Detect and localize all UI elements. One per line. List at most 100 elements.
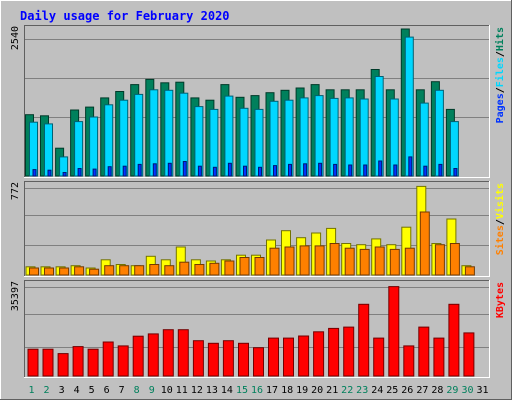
legend-panel-1: Pages/Files/Hits xyxy=(494,27,506,123)
bar-sites-day-15 xyxy=(239,257,250,276)
bar-kbytes-day-12 xyxy=(192,340,204,377)
x-axis-day-label: 6 xyxy=(104,385,110,396)
legend-panel-3: KBytes xyxy=(495,282,506,318)
legend-separator: / xyxy=(495,87,506,93)
x-axis-day-label: 21 xyxy=(326,385,338,396)
bar-kbytes-day-10 xyxy=(162,329,174,377)
x-axis-day-label: 13 xyxy=(206,385,218,396)
bar-sites-day-4 xyxy=(74,266,85,276)
chart-title: Daily usage for February 2020 xyxy=(20,9,230,23)
bar-sites-day-14 xyxy=(224,260,235,276)
bar-files-day-25 xyxy=(389,98,399,177)
bar-kbytes-day-11 xyxy=(177,329,189,377)
bar-kbytes-day-2 xyxy=(42,348,54,377)
bar-files-day-29 xyxy=(449,121,459,177)
bar-pages-day-11 xyxy=(182,161,187,177)
bar-files-day-12 xyxy=(194,106,204,177)
x-axis-day-label: 26 xyxy=(401,385,413,396)
bar-pages-day-19 xyxy=(303,163,308,177)
bar-pages-day-29 xyxy=(453,168,458,177)
bar-pages-day-5 xyxy=(92,168,97,177)
bar-kbytes-day-19 xyxy=(298,335,310,377)
x-axis-day-label: 15 xyxy=(236,385,248,396)
bar-pages-day-20 xyxy=(318,162,323,177)
x-axis-day-label: 7 xyxy=(119,385,125,396)
bar-files-day-28 xyxy=(434,89,444,177)
bar-files-day-8 xyxy=(134,93,144,177)
bar-sites-day-24 xyxy=(374,246,385,276)
x-axis-day-label: 28 xyxy=(431,385,443,396)
x-axis-day-label: 22 xyxy=(341,385,353,396)
bar-pages-day-7 xyxy=(122,165,127,177)
bar-kbytes-day-29 xyxy=(448,303,460,377)
bar-pages-day-4 xyxy=(77,168,82,177)
bar-sites-day-18 xyxy=(284,246,295,276)
x-axis-day-label: 5 xyxy=(89,385,95,396)
bar-pages-day-28 xyxy=(438,163,443,177)
bar-sites-day-20 xyxy=(314,245,325,276)
bar-sites-day-6 xyxy=(104,265,115,276)
legend-sites: Sites xyxy=(494,225,506,255)
bar-files-day-6 xyxy=(104,104,114,177)
bar-sites-day-30 xyxy=(464,266,475,276)
legend-visits: Visits xyxy=(494,183,506,219)
x-axis-day-label: 29 xyxy=(446,385,458,396)
bar-sites-day-10 xyxy=(164,265,175,276)
bar-kbytes-day-6 xyxy=(102,341,114,377)
bar-pages-day-17 xyxy=(273,165,277,177)
bar-sites-day-25 xyxy=(389,248,400,276)
legend-files: Files xyxy=(494,57,506,87)
bar-pages-day-22 xyxy=(348,164,353,177)
bar-pages-day-3 xyxy=(62,172,67,177)
legend-hits: Hits xyxy=(494,27,506,51)
bar-kbytes-day-20 xyxy=(313,331,325,377)
bar-files-day-17 xyxy=(269,100,279,177)
bar-kbytes-day-27 xyxy=(418,326,430,377)
bar-kbytes-day-4 xyxy=(72,346,84,377)
bar-kbytes-day-24 xyxy=(373,337,385,377)
bar-pages-day-21 xyxy=(333,163,338,177)
bar-sites-day-1 xyxy=(29,267,39,276)
x-axis-day-label: 1 xyxy=(28,385,34,396)
bar-pages-day-1 xyxy=(32,169,37,177)
bar-files-day-13 xyxy=(209,108,219,177)
x-axis-day-label: 30 xyxy=(461,385,473,396)
bar-kbytes-day-13 xyxy=(207,342,219,377)
bar-files-day-9 xyxy=(149,89,159,177)
bar-pages-day-13 xyxy=(212,166,217,177)
bar-pages-day-16 xyxy=(258,166,262,177)
x-axis-day-label: 18 xyxy=(281,385,293,396)
legend-pages: Pages xyxy=(495,93,506,123)
bar-pages-day-27 xyxy=(423,165,428,177)
bar-sites-day-11 xyxy=(179,261,190,276)
bar-pages-day-9 xyxy=(152,163,157,177)
bar-sites-day-5 xyxy=(89,268,100,276)
bar-sites-day-19 xyxy=(299,245,310,276)
x-axis-day-label: 31 xyxy=(476,385,488,396)
bar-pages-day-14 xyxy=(227,162,232,177)
bar-sites-day-12 xyxy=(194,264,205,276)
bar-sites-day-29 xyxy=(449,243,460,276)
bar-pages-day-2 xyxy=(47,169,52,177)
bar-sites-day-23 xyxy=(359,248,370,276)
bar-files-day-22 xyxy=(344,97,354,177)
bar-pages-day-10 xyxy=(167,162,172,177)
x-axis-day-label: 19 xyxy=(296,385,308,396)
bar-kbytes-day-5 xyxy=(87,348,99,377)
bar-sites-day-27 xyxy=(419,211,430,276)
bar-kbytes-day-15 xyxy=(238,342,249,377)
bar-kbytes-day-18 xyxy=(283,337,294,377)
bar-files-day-26 xyxy=(404,36,414,177)
bar-pages-day-15 xyxy=(243,165,247,177)
bar-sites-day-7 xyxy=(119,265,130,276)
legend-separator: / xyxy=(495,219,506,225)
bar-pages-day-25 xyxy=(393,164,398,177)
y-axis-max-label: 2540 xyxy=(10,26,21,50)
bar-pages-day-23 xyxy=(363,164,368,177)
x-axis-day-label: 12 xyxy=(191,385,203,396)
bar-sites-day-22 xyxy=(344,247,355,276)
y-axis-max-label: 35397 xyxy=(10,281,21,311)
bar-sites-day-3 xyxy=(59,267,70,276)
x-axis-day-label: 2 xyxy=(43,385,49,396)
bar-pages-day-24 xyxy=(378,160,383,177)
